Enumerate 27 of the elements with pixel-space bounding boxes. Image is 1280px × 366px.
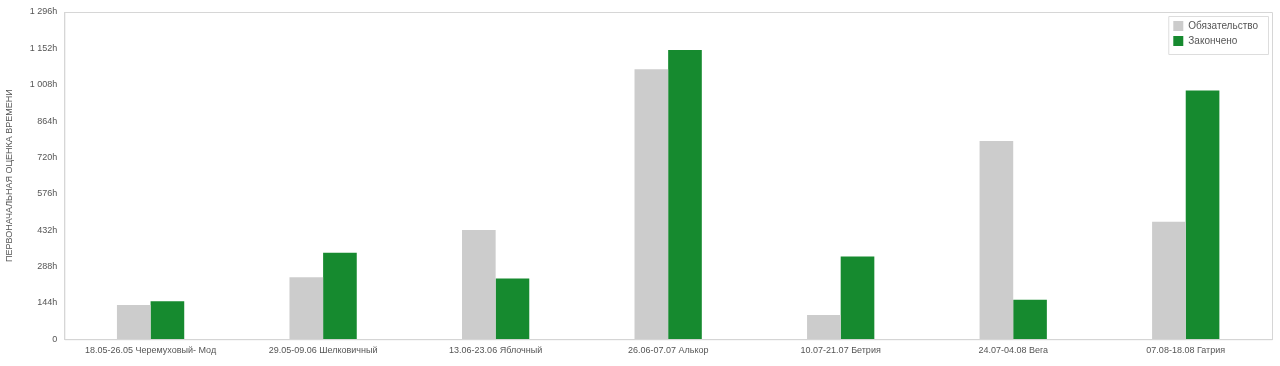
bar [668, 50, 702, 340]
bar [840, 256, 875, 340]
bar [150, 301, 185, 340]
y-tick-label: 432h [37, 224, 58, 235]
bar [1013, 299, 1047, 340]
y-axis-title: ПЕРВОНАЧАЛЬНАЯ ОЦЕНКА ВРЕМЕНИ [3, 89, 14, 263]
x-tick-label: 29.05-09.06 Шелковичный [268, 345, 378, 356]
y-tick-label: 1 296h [29, 6, 58, 17]
y-tick-label: 288h [37, 260, 58, 271]
x-tick-label: 13.06-23.06 Яблочный [449, 345, 543, 356]
bar [1185, 90, 1220, 340]
y-tick-label: 144h [37, 297, 58, 308]
y-tick-label: 720h [37, 151, 58, 162]
y-tick-label: 1 152h [29, 42, 58, 53]
y-tick-label: 0 [52, 333, 58, 344]
bar [495, 278, 530, 340]
x-tick-label: 18.05-26.05 Черемуховый- Мод [85, 345, 217, 356]
bar [323, 252, 357, 340]
x-tick-label: 26.06-07.07 Алькор [627, 345, 709, 356]
legend-label: Закончено [1188, 34, 1238, 46]
x-tick-label: 10.07-21.07 Бетрия [800, 345, 881, 356]
y-tick-label: 864h [37, 115, 58, 126]
y-tick-label: 1 008h [29, 79, 58, 90]
x-tick-label: 07.08-18.08 Гатрия [1146, 345, 1226, 356]
legend-label: Обязательство [1188, 19, 1259, 31]
y-tick-label: 576h [37, 188, 58, 199]
x-tick-label: 24.07-04.08 Вега [978, 345, 1049, 356]
